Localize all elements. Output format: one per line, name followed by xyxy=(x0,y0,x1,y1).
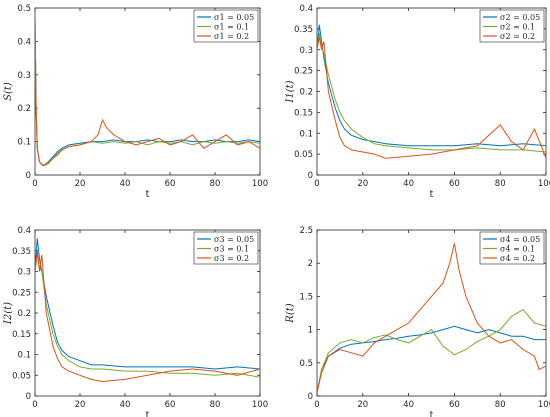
y-tick-label: 0 xyxy=(308,392,313,402)
legend-label: σ3 = 0.1 xyxy=(214,245,249,254)
x-tick-label: 100 xyxy=(252,179,268,189)
panel-i2-of-t: 0 20 40 60 80 100 0 0.05 0.1 0.15 0.2 0.25 0.3 0.35 0.… xyxy=(3,226,268,417)
x-tick-label: 40 xyxy=(120,400,131,410)
y-axis-label: R(t) xyxy=(285,303,296,323)
x-axis-label: t xyxy=(146,189,150,200)
y-tick-label: 0.35 xyxy=(294,25,313,35)
x-tick-label: 100 xyxy=(252,400,268,410)
x-tick-label: 80 xyxy=(210,179,221,189)
y-tick-label: 1 xyxy=(308,326,313,336)
y-tick-label: 0.1 xyxy=(17,138,31,148)
legend-label: σ1 = 0.05 xyxy=(214,13,254,22)
legend-label: σ3 = 0.05 xyxy=(214,235,254,244)
legend-label: σ4 = 0.1 xyxy=(500,245,535,254)
y-tick-label: 0.25 xyxy=(12,288,31,298)
y-tick-label: 0.4 xyxy=(17,37,31,47)
series-line-2 xyxy=(317,243,546,393)
x-tick-label: 80 xyxy=(495,400,506,410)
x-tick-label: 80 xyxy=(495,179,506,189)
y-axis-label: I2(t) xyxy=(3,302,14,325)
x-tick-label: 0 xyxy=(32,179,37,189)
series-line-1 xyxy=(35,254,260,378)
x-axis-label: t xyxy=(430,410,434,417)
y-tick-label: 0.2 xyxy=(17,309,31,319)
y-tick-label: 0.15 xyxy=(12,330,31,340)
x-tick-label: 0 xyxy=(314,179,319,189)
x-tick-label: 60 xyxy=(449,179,460,189)
y-tick-label: 0.1 xyxy=(17,351,31,361)
y-tick-label: 0.35 xyxy=(12,247,31,257)
y-tick-label: 2.5 xyxy=(299,226,313,236)
x-tick-label: 20 xyxy=(357,400,368,410)
legend-label: σ3 = 0.2 xyxy=(214,254,249,263)
series-line-2 xyxy=(317,37,546,159)
y-tick-label: 0 xyxy=(26,392,31,402)
panel-s-of-t: 0 20 40 60 80 100 0 0.1 0.2 0.3 0.4 0.5 t S(t) σ1 = 0.… xyxy=(3,4,268,200)
legend-label: σ4 = 0.2 xyxy=(500,254,535,263)
series-line-0 xyxy=(317,24,546,147)
y-tick-label: 0 xyxy=(26,171,31,181)
y-tick-label: 0.3 xyxy=(17,71,31,81)
y-tick-label: 0.25 xyxy=(294,67,313,77)
y-tick-label: 1.5 xyxy=(299,292,313,302)
x-tick-label: 80 xyxy=(210,400,221,410)
x-tick-label: 20 xyxy=(357,179,368,189)
legend-label: σ1 = 0.2 xyxy=(214,32,249,41)
series-line-0 xyxy=(317,325,546,393)
legend-label: σ1 = 0.1 xyxy=(214,23,249,32)
y-tick-label: 0.1 xyxy=(299,129,313,139)
y-axis-label: S(t) xyxy=(3,82,14,101)
legend-label: σ2 = 0.05 xyxy=(500,13,540,22)
y-tick-label: 0.5 xyxy=(299,359,313,369)
y-tick-label: 0.3 xyxy=(299,46,313,56)
series-line-1 xyxy=(317,33,546,153)
series-line-1 xyxy=(35,14,260,166)
y-tick-label: 2 xyxy=(308,259,313,269)
x-tick-label: 60 xyxy=(449,400,460,410)
y-tick-label: 0.2 xyxy=(17,104,31,114)
x-tick-label: 0 xyxy=(32,400,37,410)
y-axis-label: I1(t) xyxy=(285,80,296,103)
x-tick-label: 60 xyxy=(165,400,176,410)
x-tick-label: 100 xyxy=(538,179,550,189)
y-tick-label: 0.5 xyxy=(17,4,31,14)
y-tick-label: 0.2 xyxy=(299,88,313,98)
legend-label: σ2 = 0.2 xyxy=(500,32,535,41)
y-tick-label: 0.4 xyxy=(17,226,31,236)
x-tick-label: 40 xyxy=(120,179,131,189)
x-tick-label: 60 xyxy=(165,179,176,189)
x-tick-label: 40 xyxy=(403,179,414,189)
legend-label: σ2 = 0.1 xyxy=(500,23,535,32)
series-line-2 xyxy=(35,250,260,383)
panel-i1-of-t: 0 20 40 60 80 100 0 0.05 0.1 0.15 0.2 0.25 0.3 0.35 0.… xyxy=(285,4,550,200)
y-tick-label: 0.3 xyxy=(17,268,31,278)
legend-label: σ4 = 0.05 xyxy=(500,235,540,244)
x-axis-label: t xyxy=(146,410,150,417)
series-line-2 xyxy=(35,14,260,167)
y-tick-label: 0.15 xyxy=(294,108,313,118)
y-tick-label: 0.4 xyxy=(299,4,313,14)
x-tick-label: 20 xyxy=(75,400,86,410)
x-tick-label: 20 xyxy=(75,179,86,189)
x-axis-label: t xyxy=(430,189,434,200)
x-tick-label: 100 xyxy=(538,400,550,410)
x-tick-label: 40 xyxy=(403,400,414,410)
y-tick-label: 0.05 xyxy=(294,150,313,160)
x-tick-label: 0 xyxy=(314,400,319,410)
y-tick-label: 0.05 xyxy=(12,371,31,381)
series-line-1 xyxy=(317,309,546,393)
y-tick-label: 0 xyxy=(308,171,313,181)
